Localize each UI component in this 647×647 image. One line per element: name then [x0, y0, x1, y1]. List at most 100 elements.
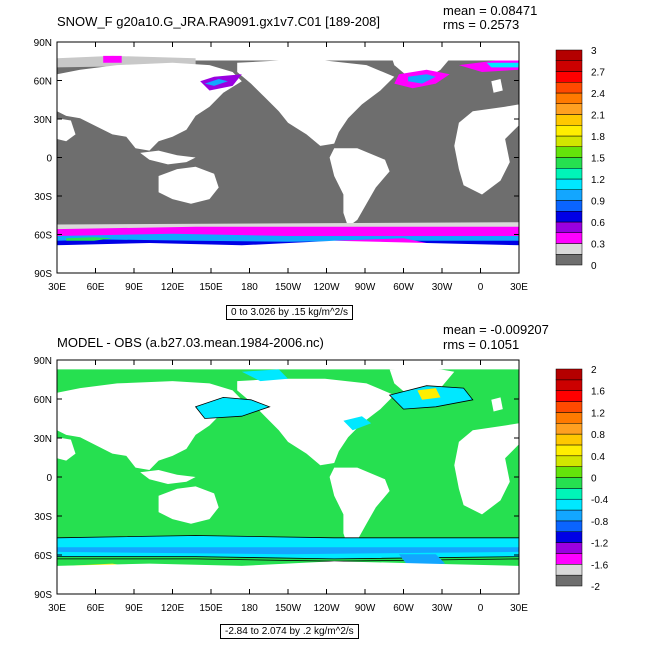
- snow-band-green: [66, 237, 113, 241]
- land-uk: [491, 397, 503, 412]
- land-antarctica: [57, 561, 519, 594]
- colorbar-label: 0.4: [591, 452, 605, 463]
- lon-label: 30E: [510, 603, 528, 614]
- snowfall-map: 90N 60N 30N 0 30S 60S 90S 30E 60E 90E 120E 150E 180 1…: [34, 38, 606, 293]
- colorbar-swatch: [555, 49, 583, 61]
- colorbar-swatch: [555, 114, 583, 126]
- land-australia: [158, 166, 219, 204]
- colorbar-label: 2.7: [591, 68, 605, 79]
- colorbar-swatch: [555, 379, 583, 391]
- colorbar-label: -1.6: [591, 560, 609, 571]
- land-eurasia: [57, 381, 242, 470]
- colorbar-label: 1.8: [591, 132, 605, 143]
- colorbar-label: 2.4: [591, 89, 605, 100]
- colorbar-swatch: [555, 168, 583, 180]
- lat-label: 90S: [34, 269, 52, 280]
- lat-label: 60S: [34, 551, 52, 562]
- land-namerica: [237, 378, 395, 466]
- colorbar-label: 1.2: [591, 175, 605, 186]
- rms-label: rms = 0.2573: [443, 17, 520, 32]
- colorbar-swatch: [555, 542, 583, 554]
- lon-label: 90E: [125, 282, 143, 293]
- model-obs-panel: MODEL - OBS (a.b27.03.mean.1984-2006.nc)…: [0, 322, 647, 647]
- colorbar-label: -2: [591, 582, 600, 593]
- lon-label: 180: [241, 282, 258, 293]
- colorbar-swatch: [555, 221, 583, 233]
- lon-label: 120W: [313, 282, 340, 293]
- lat-label: 60S: [34, 231, 52, 242]
- anom-npacific: [194, 396, 271, 419]
- lon-label: 30E: [48, 282, 66, 293]
- anom-south-blue2: [398, 554, 446, 566]
- lon-label: 120E: [161, 282, 185, 293]
- lon-label: 120E: [161, 603, 185, 614]
- mean-label: mean = 0.08471: [443, 3, 538, 18]
- colorbar-label: 0.9: [591, 197, 605, 208]
- lat-label: 60N: [34, 395, 52, 406]
- lon-label: 30E: [48, 603, 66, 614]
- lon-label: 60W: [393, 282, 414, 293]
- difference-map: 90N 60N 30N 0 30S 60S 90S 30E 60E 90E 120E 150E 180 1…: [34, 356, 609, 614]
- colorbar-swatch: [555, 488, 583, 500]
- lon-label: 30W: [432, 282, 453, 293]
- colorbar-label: -0.4: [591, 495, 609, 506]
- colorbar-swatch: [555, 254, 583, 266]
- colorbar-swatch: [555, 531, 583, 543]
- anom-south-blue: [57, 547, 519, 555]
- snow-arctic-spot: [103, 55, 122, 63]
- colorbar-swatch: [555, 444, 583, 457]
- colorbar-swatch: [555, 92, 583, 104]
- lon-label: 0: [478, 603, 484, 614]
- land-uk: [491, 79, 503, 93]
- colorbar-swatch: [555, 498, 583, 511]
- colorbar-label: 0: [591, 474, 597, 485]
- colorbar-label: 1.2: [591, 408, 605, 419]
- lon-label: 150E: [199, 282, 223, 293]
- colorbar-swatch: [555, 60, 583, 72]
- colorbar-swatch: [555, 157, 583, 169]
- land-samerica: [329, 148, 390, 227]
- colorbar-label: 0: [591, 261, 597, 272]
- lat-label: 30N: [34, 115, 52, 126]
- land-africa: [454, 423, 519, 515]
- lon-label: 60W: [393, 603, 414, 614]
- lat-label: 0: [46, 473, 52, 484]
- land-namerica: [237, 60, 395, 146]
- lon-label: 90E: [125, 603, 143, 614]
- lon-label: 60E: [87, 603, 105, 614]
- colorbar-label: -0.8: [591, 517, 609, 528]
- colorbar-swatch: [555, 146, 583, 158]
- colorbar-swatch: [555, 477, 583, 489]
- lon-label: 90W: [355, 282, 376, 293]
- land-africa: [454, 104, 519, 195]
- colorbar-swatch: [555, 553, 583, 565]
- contour-range-note: 0 to 3.026 by .15 kg/m^2/s: [226, 305, 353, 320]
- lat-label: 30S: [34, 512, 52, 523]
- panel-title: SNOW_F g20a10.G_JRA.RA9091.gx1v7.C01 [18…: [57, 14, 381, 29]
- lon-label: 0: [478, 282, 484, 293]
- colorbar-label: 0.3: [591, 240, 605, 251]
- colorbar-swatch: [555, 125, 583, 137]
- contour-range-note: -2.84 to 2.074 by .2 kg/m^2/s: [220, 624, 359, 639]
- lat-label: 90N: [34, 38, 52, 49]
- colorbar-swatch: [555, 243, 583, 255]
- colorbar-swatch: [555, 82, 583, 94]
- land-indonesia: [140, 470, 196, 484]
- colorbar-swatch: [555, 200, 583, 212]
- snow-npacific-blue: [204, 79, 228, 86]
- land-samerica: [329, 467, 390, 548]
- colorbar-swatch: [555, 509, 583, 522]
- anom-natlantic-pos: [417, 388, 441, 400]
- colorbar-swatch: [555, 455, 583, 467]
- land-arabia: [57, 437, 76, 461]
- colorbar-label: 1.5: [591, 154, 605, 165]
- colorbar-swatch: [555, 368, 583, 381]
- colorbar-swatch: [555, 433, 583, 446]
- snow-natlantic-blue: [408, 74, 436, 84]
- colorbar-swatch: [555, 520, 583, 532]
- lon-label: 180: [241, 603, 258, 614]
- colorbar-swatch: [555, 466, 583, 478]
- colorbar-label: 2: [591, 365, 597, 376]
- colorbar-swatch: [555, 71, 583, 83]
- rms-label: rms = 0.1051: [443, 337, 520, 352]
